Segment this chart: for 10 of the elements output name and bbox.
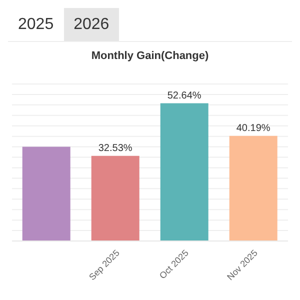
bar bbox=[229, 136, 278, 241]
bar bbox=[22, 146, 70, 241]
text: 2025 bbox=[8, 8, 64, 41]
bar bbox=[91, 156, 140, 241]
text: 2026 bbox=[64, 8, 120, 41]
data-label: 40.19% bbox=[236, 122, 270, 134]
data-label: 32.53% bbox=[98, 142, 132, 154]
data-label: 52.64% bbox=[167, 90, 202, 102]
chart-title: Monthly Gain(Change) bbox=[90, 50, 210, 62]
bar bbox=[160, 103, 208, 241]
